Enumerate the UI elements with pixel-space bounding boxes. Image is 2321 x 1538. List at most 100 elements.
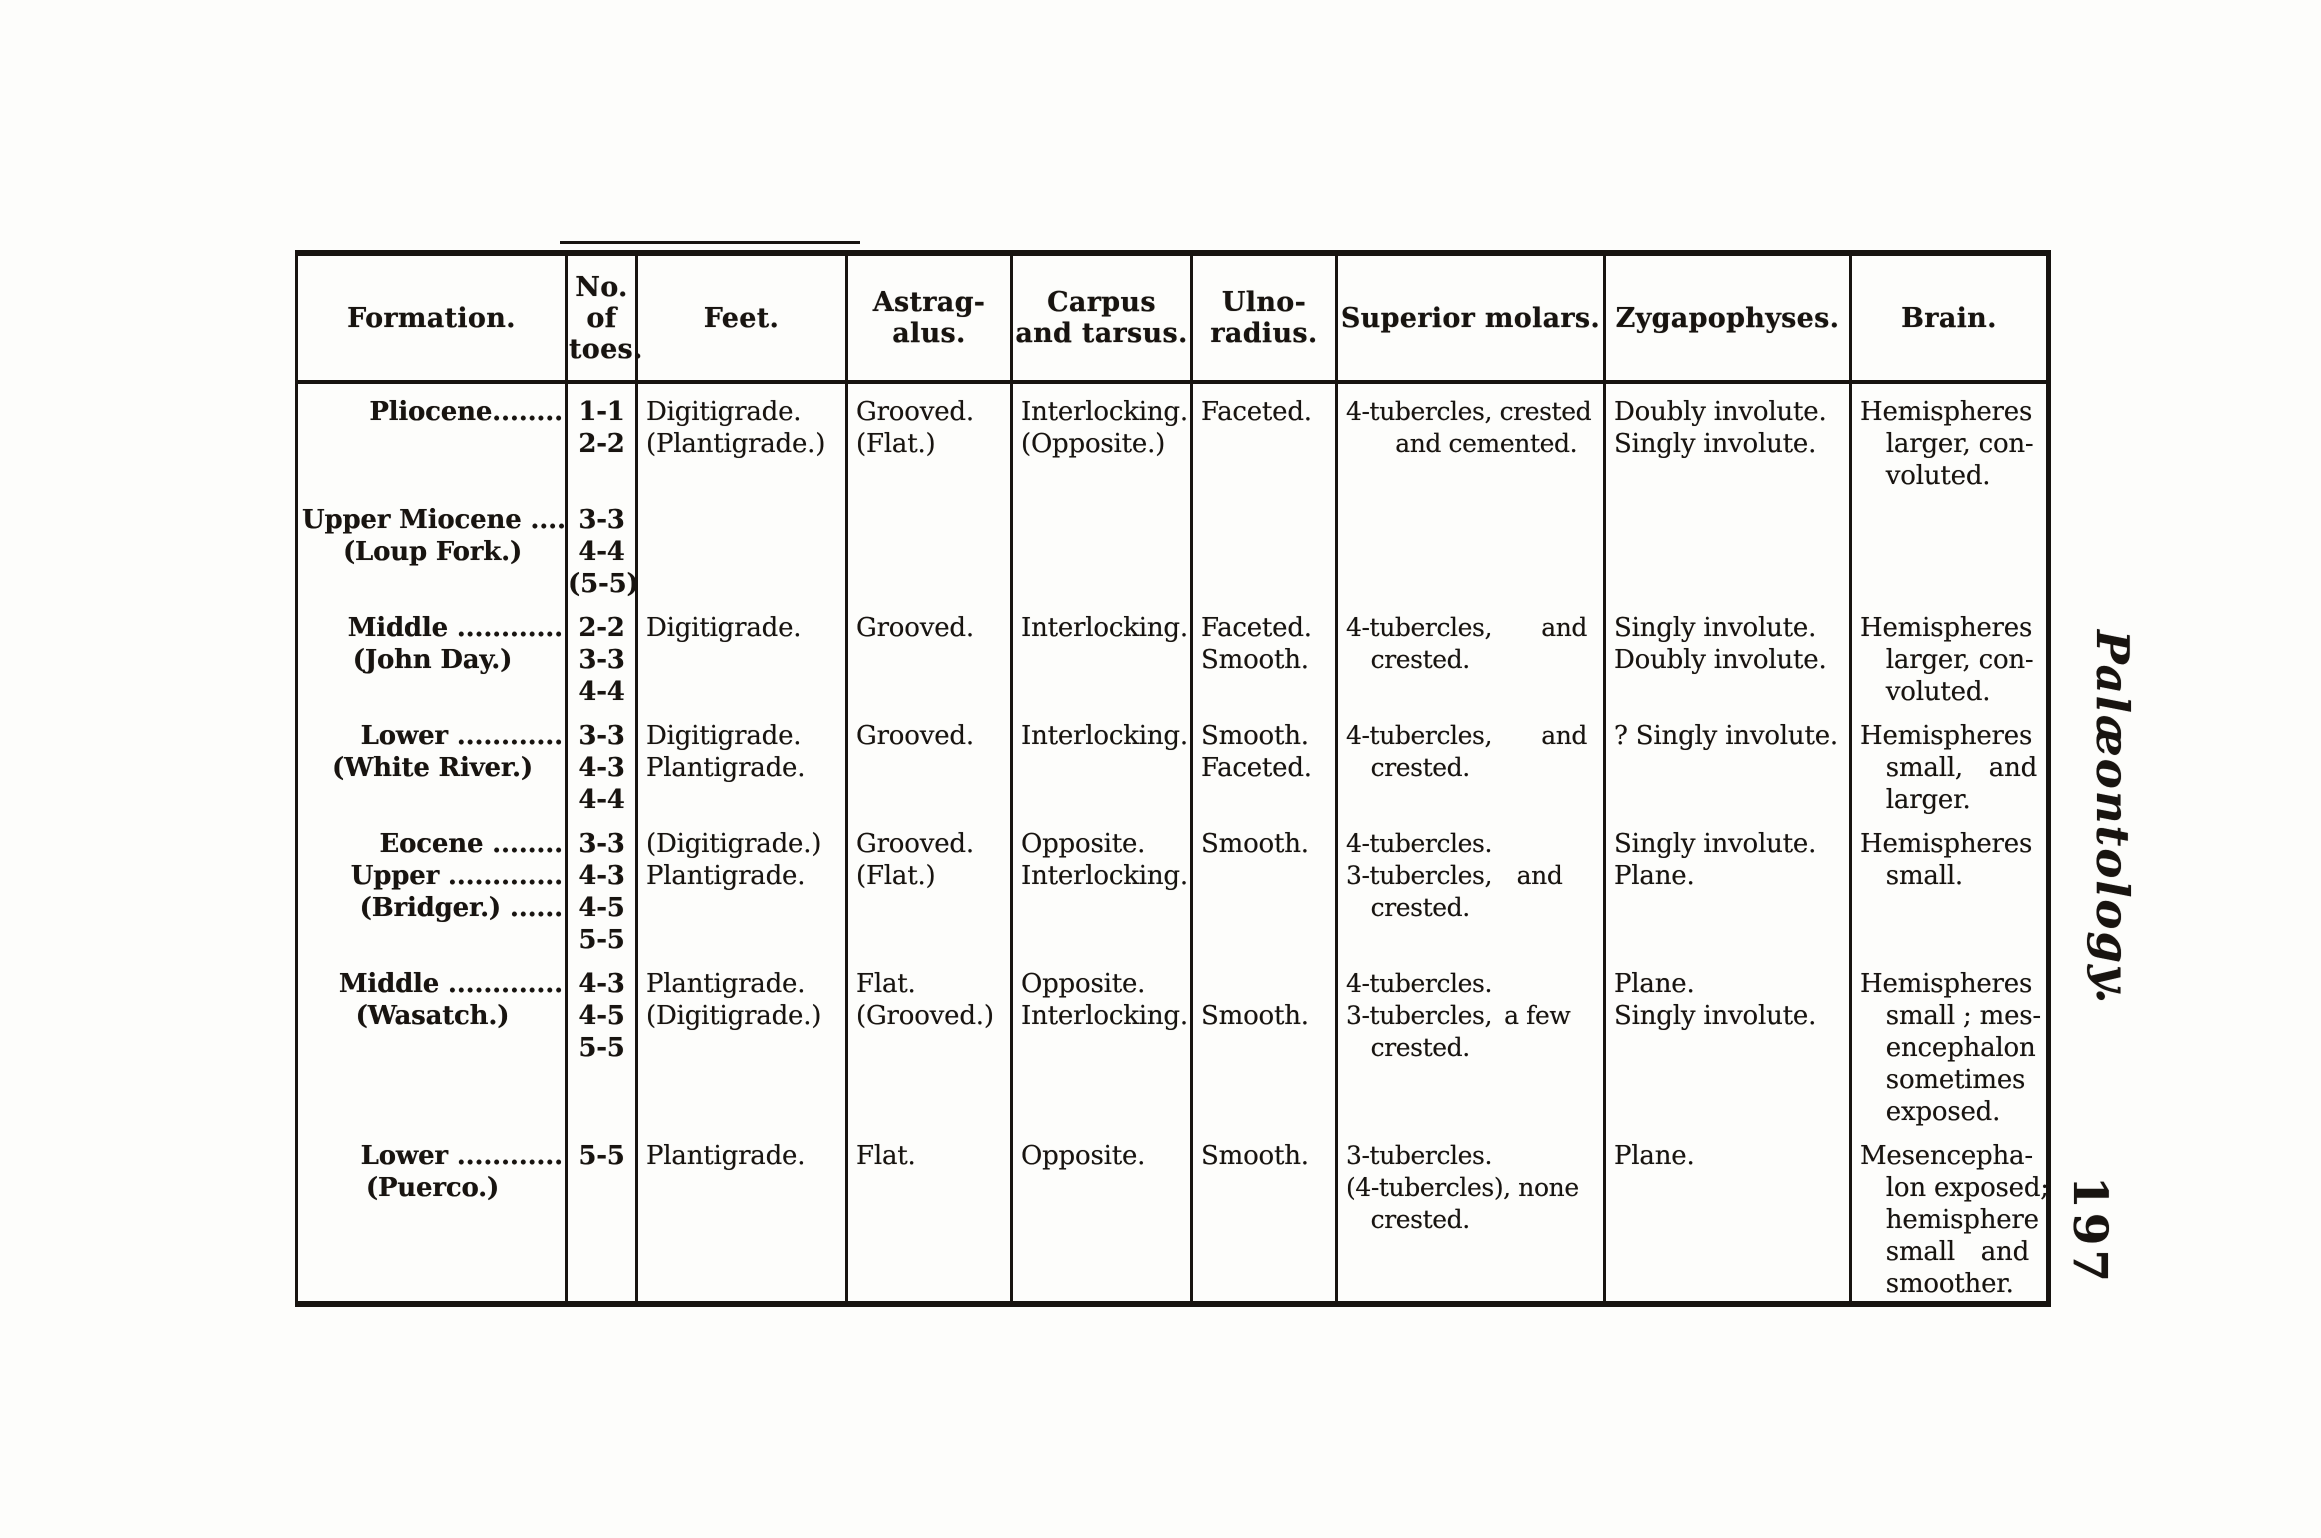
cell-line: 5-5 [578,1033,625,1063]
cell-brain: Hemispheres small ; mes- encephalon some… [1849,956,2050,1128]
cell-line: Singly involute. [1614,429,1817,459]
cell-line: (John Day.) [352,645,513,675]
cell-line: voluted. [1860,677,1991,707]
column-header-formation: Formation. [295,253,568,384]
cell-line: Interlocking. [1021,861,1188,891]
table-row: Middle ............ (John Day.) 2-2 3-3 4-4 D… [295,600,2050,708]
header-line: Zygapophyses. [1615,302,1840,334]
cell-line: (Flat.) [856,429,936,459]
cell-line: 4-4 [578,677,625,707]
cell-line: 3-3 [578,505,625,535]
cell-toes: 5-5 [565,1128,638,1304]
cell-line: Opposite. [1021,969,1146,999]
cell-line: Hemispheres [1860,721,2033,751]
cell-line: crested. [1346,893,1471,922]
cell-ulno_radius: Smooth. [1190,956,1338,1128]
cell-line: 4-3 [578,861,625,891]
cell-ulno_radius: Smooth. Faceted. [1190,708,1338,816]
cell-astragalus: Grooved. [845,600,1013,708]
cell-line: (Flat.) [856,861,936,891]
cell-line: Smooth. [1201,721,1309,751]
cell-formation: Middle ............ (John Day.) [295,600,568,708]
cell-line: Digitigrade. [646,721,802,751]
cell-zygapophyses: Singly involute. Doubly involute. [1603,600,1852,708]
cell-line: and cemented. [1346,429,1578,458]
cell-line: (4-tubercles), none [1346,1173,1579,1202]
cell-ulno_radius: Smooth. [1190,816,1338,956]
cell-ulno_radius: Smooth. [1190,1128,1338,1304]
cell-brain: Hemispheres small, and larger. [1849,708,2050,816]
cell-line: larger, con- [1860,645,2034,675]
cell-line: 1-1 [578,397,625,427]
column-header-ulno_radius: Ulno-radius. [1190,253,1338,384]
cell-toes: 1-1 2-2 [565,382,638,492]
cell-line: Smooth. [1201,829,1309,859]
cell-line: Doubly involute. [1614,397,1827,427]
cell-line: Smooth. [1201,645,1309,675]
cell-line: Singly involute. [1614,1001,1817,1031]
cell-line: Opposite. [1021,829,1146,859]
cell-line: Plantigrade. [646,753,806,783]
table-body: Pliocene........ 1-1 2-2 Digitigrade. (Plant… [295,382,2050,1304]
cell-line: hemisphere [1860,1205,2039,1235]
cell-line: (Plantigrade.) [646,429,826,459]
header-line: toes. [569,333,643,365]
table-row: Upper Miocene .... (Loup Fork.) 3-3 4-4 (5-5… [295,492,2050,600]
cell-line: 3-3 [578,721,625,751]
cell-line: 4-4 [578,785,625,815]
cell-feet [635,492,848,600]
cell-feet: (Digitigrade.) Plantigrade. [635,816,848,956]
column-header-zygapophyses: Zygapophyses. [1603,253,1852,384]
cell-formation: Lower ............ (White River.) [295,708,568,816]
cell-line: crested. [1346,753,1471,782]
header-line: Ulno- [1221,287,1307,318]
table-header-row: Formation. No. of toes. Feet. Astrag-alus. Car… [295,253,2050,384]
cell-carpus: Interlocking. [1010,708,1193,816]
cell-toes: 3-3 4-3 4-5 5-5 [565,816,638,956]
cell-line: smoother. [1860,1269,2014,1299]
cell-line: Eocene ........ [379,829,564,859]
cell-line: Middle ............ [347,613,564,643]
header-line: Formation. [347,302,516,334]
cell-line: Smooth. [1201,1141,1309,1171]
cell-line: Plantigrade. [646,969,806,999]
cell-feet: Plantigrade. [635,1128,848,1304]
table-row: Lower ............ (White River.) 3-3 4-3 4-… [295,708,2050,816]
cell-line: Plane. [1614,1141,1695,1171]
cell-line: Doubly involute. [1614,645,1827,675]
cell-line: Grooved. [856,721,974,751]
cell-line: 4-5 [578,893,625,923]
cell-superior_molars [1335,492,1606,600]
cell-zygapophyses: Singly involute. Plane. [1603,816,1852,956]
cell-ulno_radius: Faceted. [1190,382,1338,492]
cell-line: crested. [1346,1033,1471,1062]
cell-line: Interlocking. [1021,613,1188,643]
page-number: 197 [2062,1176,2117,1287]
cell-line: 3-tubercles, a few [1346,1001,1571,1030]
cell-toes: 2-2 3-3 4-4 [565,600,638,708]
cell-line: (Digitigrade.) [646,829,822,859]
cell-line: larger, con- [1860,429,2034,459]
cell-line: 2-2 [578,613,625,643]
cell-line: small, and [1860,753,2038,783]
cell-superior_molars: 4-tubercles, crested and cemented. [1335,382,1606,492]
table-row: Pliocene........ 1-1 2-2 Digitigrade. (Plant… [295,382,2050,492]
cell-line: Flat. [856,1141,916,1171]
cell-feet: Digitigrade. Plantigrade. [635,708,848,816]
cell-feet: Plantigrade. (Digitigrade.) [635,956,848,1128]
header-line: alus. [892,318,966,349]
cell-line: Flat. [856,969,916,999]
cell-line: Plantigrade. [646,1141,806,1171]
cell-brain: Mesencepha- lon exposed; hemisphere smal… [1849,1128,2050,1304]
cell-feet: Digitigrade. [635,600,848,708]
cell-line: (Digitigrade.) [646,1001,822,1031]
cell-brain: Hemispheres larger, con- voluted. [1849,600,2050,708]
cell-superior_molars: 4-tubercles. 3-tubercles, a few crested. [1335,956,1606,1128]
header-line: Brain. [1901,302,1997,334]
cell-zygapophyses: Plane. [1603,1128,1852,1304]
column-header-astragalus: Astrag-alus. [845,253,1013,384]
column-header-carpus: Carpus and tarsus. [1010,253,1193,384]
cell-line: Grooved. [856,397,974,427]
cell-line: 4-tubercles, and [1346,721,1588,750]
